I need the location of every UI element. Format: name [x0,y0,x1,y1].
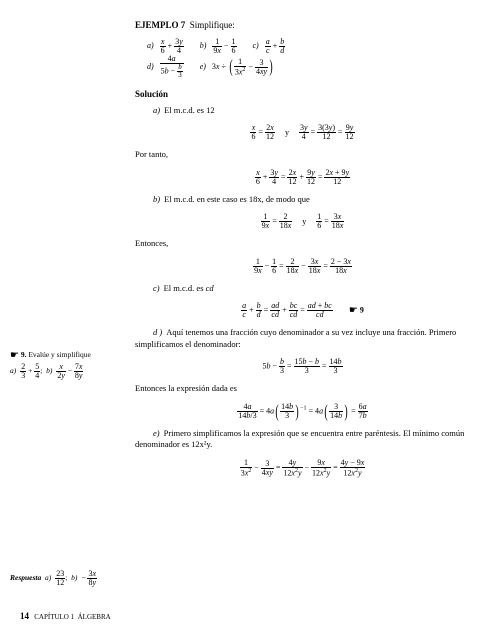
pointer-icon: ☛ [10,348,19,363]
part-c-eq1: ac + bd = adcd + bccd = ad + bccd ☛ 9 [135,302,470,319]
part-e-para: e)Primero simplificamos la expresión que… [135,428,470,451]
example-options: a) x6 + 3y4 b) 19x − 16 c) ac + bd d) 4a… [147,38,470,79]
por-tanto: Por tanto, [135,149,470,160]
margin-respuesta: Respuesta a)2312; b)− 3x8y [10,570,125,587]
part-b-intro: b)El m.c.d. en este caso es 18x, de modo… [135,194,470,205]
example-heading: EJEMPLO 7 Simplifique: [135,20,470,30]
margin-exercise-9: ☛ 9. Evalúe y simplifique a)23 + 54; b)x… [10,348,125,380]
part-b-eq1: 19x = 218x y 16 = 3x18x [135,213,470,230]
page-number: 14 [20,611,29,621]
chapter-label: CAPÍTULO 1 [34,613,74,621]
part-a-intro: a)El m.c.d. es 12 [135,105,470,116]
option-a: a) x6 + 3y4 [147,38,184,55]
respuesta-label: Respuesta [10,573,41,582]
exercise-prompt: Evalúe y simplifique [28,350,91,359]
example-label: EJEMPLO 7 [135,20,185,30]
entonces-b: Entonces, [135,238,470,249]
option-d: d) 4a5b − b3 [147,55,184,79]
part-b-eq2: 19x − 16 = 218x − 3x18x = 2 − 3x18x [135,258,470,275]
ref-9: 9 [360,306,364,315]
part-c-intro: c)El m.c.d. es cd [135,283,470,294]
part-e-eq1: 13x2 − 34xy = 4y12x2y − 9x12x2y = 4y − 9… [135,459,470,478]
part-d-para: d )Aquí tenemos una fracción cuyo denomi… [135,327,470,350]
option-c: c) ac + bd [253,38,286,55]
chapter-title: ÁLGEBRA [78,613,111,621]
exercise-number: 9. [21,350,27,359]
solution-heading: Solución [135,89,470,99]
pointer-icon: ☛ [349,305,358,316]
part-d-eq2: 4a14b/3 = 4a(14b3)−1 = 4a(314b) = 6a7b [135,403,470,420]
part-a-eq2: x6 + 3y4 = 2x12 + 9y12 = 2x + 9y12 [135,169,470,186]
option-b: b) 19x − 16 [200,38,237,55]
example-instruction: Simplifique: [190,20,235,30]
part-a-eq1: x6 = 2x12 y 3y4 = 3(3y)12 = 9y12 [135,124,470,141]
exercise-9-options: a)23 + 54; b)x2y − 7x8y [10,363,125,380]
part-d-eq1: 5b − b3 = 15b − b3 = 14b3 [135,358,470,375]
entonces-d: Entonces la expresión dada es [135,383,470,394]
option-e: e) 3x ÷ (13x2 − 34xy) [200,58,274,77]
page-footer: 14 CAPÍTULO 1 ÁLGEBRA [20,611,111,621]
